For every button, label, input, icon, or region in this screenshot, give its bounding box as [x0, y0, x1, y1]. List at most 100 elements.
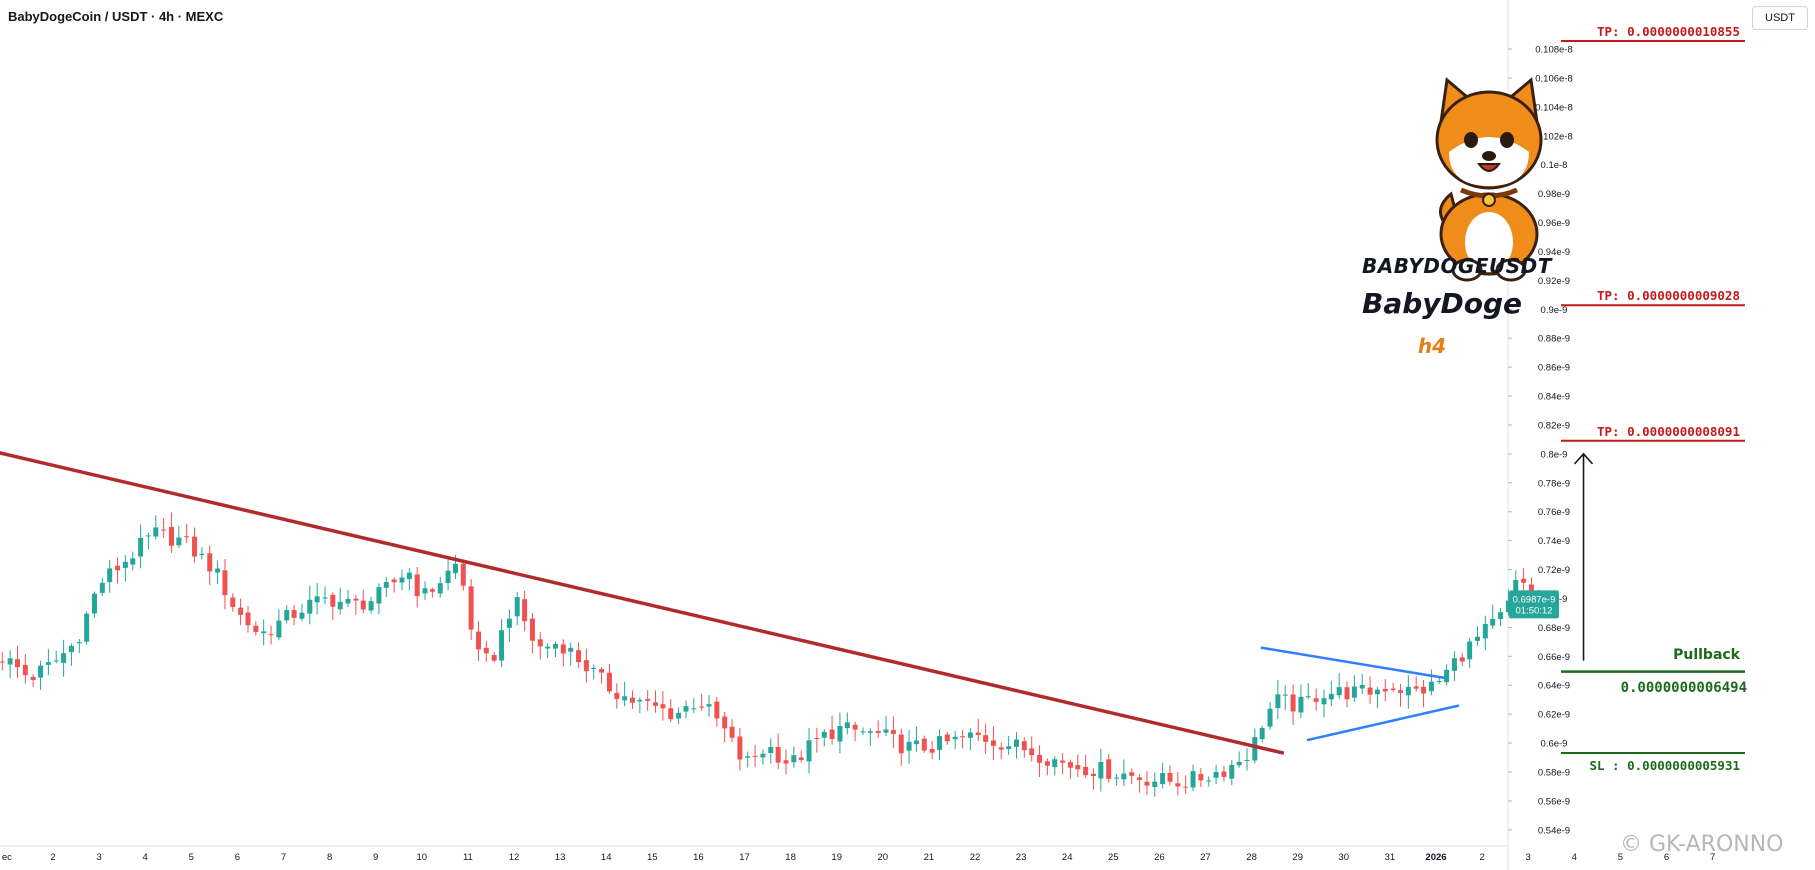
tp2-label: TP: 0.0000000009028: [1597, 288, 1740, 304]
candle: [68, 643, 74, 666]
candle-body: [1198, 774, 1204, 781]
candle: [1167, 765, 1173, 786]
candle-body: [360, 600, 366, 610]
candle: [291, 605, 297, 626]
candle: [1444, 664, 1450, 686]
y-tick-label: 0.88e-9: [1538, 334, 1570, 345]
candle-body: [30, 676, 36, 680]
candle: [222, 559, 228, 610]
candle: [383, 577, 389, 598]
candle: [1428, 669, 1434, 696]
candle-body: [1444, 669, 1450, 683]
candle-body: [1244, 759, 1250, 761]
candle: [1305, 683, 1311, 700]
candle-body: [330, 594, 336, 607]
sl-label: SL : 0.0000000005931: [1589, 758, 1740, 774]
candle: [583, 648, 589, 683]
candle-body: [261, 631, 267, 634]
y-tick-label: 0.82e-9: [1538, 420, 1570, 431]
current-price-label: 0.6987e-901:50:12: [1509, 590, 1559, 619]
candle: [729, 719, 735, 742]
candle-body: [483, 647, 489, 654]
mascot-paw-right: [1495, 258, 1527, 282]
candle-body: [1521, 578, 1527, 583]
candle: [552, 641, 558, 657]
candle: [84, 611, 90, 645]
candle-body: [15, 659, 21, 668]
y-tick-label: 0.6e-9: [1541, 739, 1568, 750]
candle-body: [437, 583, 443, 594]
mascot-eye-left: [1464, 132, 1478, 148]
mascot-face: [1449, 137, 1529, 186]
candle-body: [1083, 766, 1089, 776]
y-tick-label: 0.86e-9: [1538, 363, 1570, 374]
candle: [622, 681, 628, 707]
candle-body: [1006, 746, 1012, 750]
candle: [691, 698, 697, 714]
candle-body: [176, 537, 182, 546]
x-tick-label: 10: [417, 852, 428, 863]
candle: [714, 697, 720, 727]
x-tick-label: 11: [463, 852, 473, 863]
y-tick-label: 0.106e-8: [1535, 73, 1573, 84]
candle-body: [1037, 754, 1043, 763]
candle-body: [560, 644, 566, 654]
candle-body: [898, 734, 904, 754]
candle-body: [852, 724, 858, 730]
candle-body: [522, 599, 528, 622]
candle-body: [545, 646, 551, 649]
x-tick-label: 7: [281, 852, 286, 863]
candle-body: [61, 653, 67, 663]
candle-body: [1498, 612, 1504, 620]
candle: [1336, 673, 1342, 700]
candle-body: [645, 698, 651, 701]
candle-body: [468, 586, 474, 630]
candle-body: [153, 527, 159, 537]
candle: [1052, 756, 1058, 776]
candle-body: [1328, 693, 1334, 700]
watermark-timeframe: h4: [1417, 334, 1447, 358]
x-tick-label: 30: [1339, 852, 1350, 863]
candle-body: [990, 740, 996, 746]
candle-body: [1298, 696, 1304, 713]
candle-body: [637, 699, 643, 702]
x-tick-label: 2: [50, 852, 55, 863]
candle-body: [1090, 773, 1096, 777]
candle: [1144, 771, 1150, 796]
candle: [1221, 765, 1227, 782]
candle: [814, 727, 820, 753]
candle-body: [53, 660, 59, 662]
candle: [1160, 762, 1166, 789]
candle-body: [7, 658, 13, 665]
candle: [1382, 679, 1388, 702]
candle-body: [499, 630, 505, 661]
candle: [706, 694, 712, 717]
candle: [61, 639, 67, 677]
candle-body: [491, 655, 497, 661]
candle-body: [130, 558, 136, 565]
candle-body: [460, 563, 466, 586]
time-axis: ec 2 3 4 5 6 7 8 9 10 11 12 13 14 15 16 17 18 19 20 21 22 23 24…: [0, 845, 1715, 863]
price-label-value: 0.6987e-9: [1513, 594, 1556, 605]
candle: [960, 729, 966, 749]
candle: [53, 650, 59, 664]
candle: [1106, 753, 1112, 783]
candle-body: [668, 708, 674, 720]
candle-body: [68, 645, 74, 653]
currency-button[interactable]: USDT: [1752, 6, 1808, 30]
candle: [760, 749, 766, 765]
candle: [1013, 732, 1019, 759]
candle: [1275, 680, 1281, 720]
x-tick-label: 21: [924, 852, 935, 863]
candle-body: [399, 577, 405, 583]
mascot-paw-left: [1451, 258, 1483, 282]
y-tick-label: 0.72e-9: [1538, 565, 1570, 576]
candle: [1390, 682, 1396, 692]
x-tick-label: 3: [96, 852, 101, 863]
candle: [238, 598, 244, 626]
candle-body: [1275, 694, 1281, 709]
candle-body: [1359, 684, 1365, 689]
candle: [983, 723, 989, 755]
x-tick-label: 2: [1479, 852, 1484, 863]
